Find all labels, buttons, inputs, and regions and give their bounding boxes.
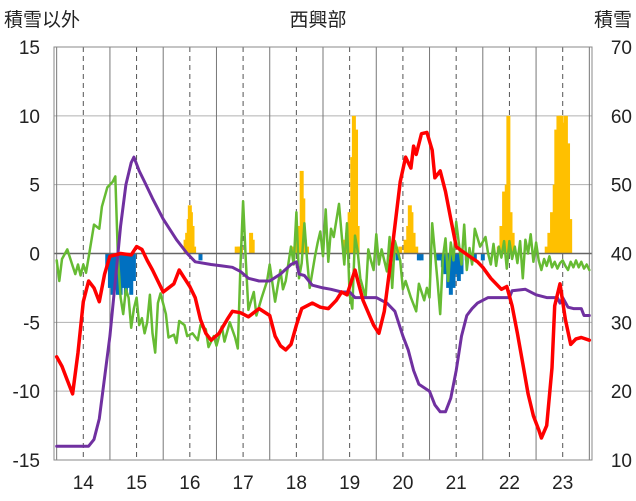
- snow-bar: [435, 253, 440, 261]
- snow-bar: [198, 253, 203, 261]
- snow-bar: [234, 246, 239, 254]
- snow-bar: [559, 115, 564, 254]
- snow-bar: [297, 225, 302, 254]
- y-tick-label-left: -5: [23, 313, 40, 334]
- snow-bar: [403, 239, 408, 254]
- snow-bar: [118, 253, 123, 295]
- snow-bar: [411, 232, 416, 254]
- snow-bar: [414, 246, 419, 254]
- snow-bar: [129, 253, 134, 295]
- y-tick-label-right: 30: [611, 313, 632, 334]
- y-tick-label-right: 10: [611, 451, 632, 472]
- x-ticks: 14 15 16 17 18 19 20 21 22 23: [73, 473, 574, 494]
- snow-bar: [480, 253, 485, 261]
- x-tick-label: 14: [73, 473, 95, 494]
- x-tick-label: 15: [126, 473, 147, 494]
- y-tick-label-left: 10: [19, 107, 40, 128]
- snow-bar: [456, 253, 461, 282]
- y-tick-label-left: 0: [29, 245, 40, 266]
- series-line: [55, 175, 591, 354]
- snow-bar: [192, 246, 197, 254]
- snow-bar: [190, 225, 195, 254]
- snow-bar: [566, 143, 571, 254]
- snow-bar: [416, 253, 421, 261]
- snow-bar: [563, 115, 568, 254]
- snow-bar: [448, 253, 453, 295]
- snow-bar: [393, 246, 398, 254]
- snow-bar: [508, 212, 513, 254]
- left-y-ticks: 15 10 5 0 -5 -10 -15: [13, 38, 40, 472]
- snow-bar: [454, 253, 459, 275]
- snow-bar: [568, 219, 573, 254]
- snow-bar: [409, 212, 414, 254]
- series-lines: [54, 130, 592, 448]
- snow-bar: [395, 253, 400, 261]
- x-tick-label: 20: [392, 473, 413, 494]
- snow-bar: [250, 239, 255, 254]
- x-tick-label: 21: [446, 473, 467, 494]
- right-axis-label: 積雪: [594, 9, 632, 31]
- snow-bar: [355, 225, 360, 254]
- snow-bar: [451, 253, 456, 288]
- grid: [54, 46, 592, 461]
- plot-frame: [53, 46, 593, 461]
- series-line: [54, 130, 592, 440]
- y-tick-label-right: 60: [611, 107, 632, 128]
- snow-bar: [398, 246, 403, 254]
- snow-bar: [550, 212, 555, 254]
- y-tick-label-left: -15: [13, 451, 40, 472]
- snow-bar: [110, 253, 115, 295]
- snow-bar: [506, 115, 511, 254]
- snow-bar: [472, 253, 477, 261]
- x-tick-label: 22: [499, 473, 520, 494]
- y-tick-label-right: 70: [611, 38, 632, 59]
- snow-bar: [351, 115, 356, 254]
- chart-title: 西興部: [289, 9, 346, 31]
- snow-bar: [438, 253, 443, 261]
- snow-bar: [510, 232, 515, 254]
- snow-bar: [347, 212, 352, 254]
- snow-bar: [502, 191, 507, 254]
- snow-bar: [499, 225, 504, 254]
- y-tick-label-right: 20: [611, 382, 632, 403]
- x-tick-label: 17: [233, 473, 254, 494]
- x-tick-label: 16: [179, 473, 200, 494]
- snow-bar: [547, 232, 552, 254]
- right-y-ticks: 70 60 50 40 30 20 10: [611, 38, 632, 472]
- x-tick-label: 19: [339, 473, 360, 494]
- snow-bar: [126, 253, 131, 288]
- y-tick-label-left: 5: [29, 176, 40, 197]
- x-tick-label: 23: [552, 473, 573, 494]
- y-tick-label-right: 40: [611, 245, 632, 266]
- y-tick-label-left: -10: [13, 382, 40, 403]
- snow-bar: [443, 253, 448, 275]
- snow-bar: [121, 253, 126, 288]
- snow-bar: [419, 253, 424, 261]
- left-axis-label: 積雪以外: [4, 9, 80, 31]
- snow-bar: [123, 253, 128, 295]
- x-tick-label: 18: [286, 473, 307, 494]
- snow-bar: [554, 129, 559, 254]
- series-line: [55, 155, 591, 448]
- snow-bar: [107, 253, 112, 288]
- y-tick-label-left: 15: [19, 38, 40, 59]
- snow-bar: [131, 253, 136, 282]
- y-tick-label-right: 50: [611, 176, 632, 197]
- snow-bar: [561, 122, 566, 254]
- snow-bar: [354, 129, 359, 254]
- snow-bar: [544, 246, 549, 254]
